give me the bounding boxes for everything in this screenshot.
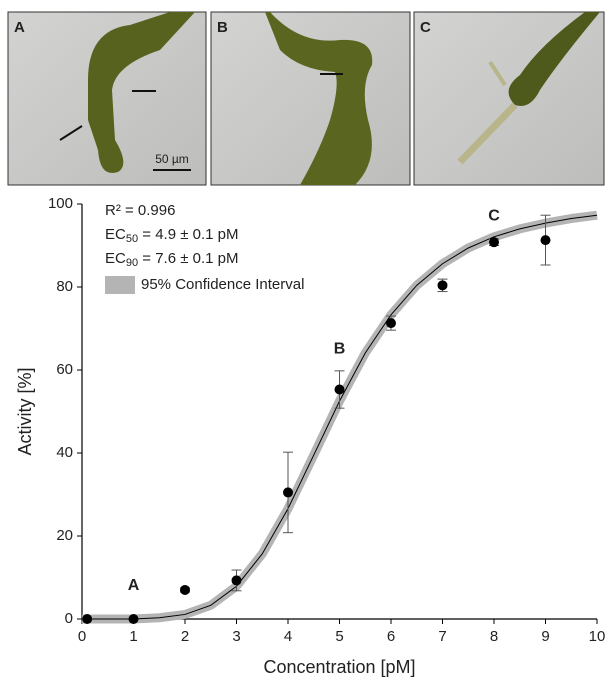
y-tick-label: 100 [48, 195, 73, 212]
stat-rest: = 7.6 ± 0.1 pM [138, 250, 238, 267]
stat-subscript: 90 [126, 257, 138, 269]
data-point [180, 584, 190, 595]
stat-prefix: EC [105, 226, 126, 243]
panel-label: C [420, 19, 431, 36]
x-tick-label: 3 [232, 628, 240, 645]
panel-label: B [217, 19, 228, 36]
annotation: B [334, 340, 346, 357]
legend-label: 95% Confidence Interval [141, 276, 304, 293]
y-tick-label: 80 [56, 278, 73, 295]
stat-text: EC90 = 7.6 ± 0.1 pM [105, 250, 238, 269]
stat-prefix: EC [105, 250, 126, 267]
chart: 0 20 40 60 80 100 0 1 2 3 4 5 6 7 8 9 10 Concentration [p… [15, 195, 606, 677]
stat-subscript: 50 [126, 233, 138, 245]
y-tick-label: 0 [65, 610, 73, 627]
y-tick-label: 40 [56, 444, 73, 461]
data-point [128, 614, 139, 624]
x-tick-label: 9 [541, 628, 549, 645]
legend-swatch [105, 276, 135, 294]
data-point [334, 384, 345, 395]
x-tick-label: 7 [438, 628, 446, 645]
y-axis-label: Activity [%] [15, 367, 35, 455]
data-point [82, 614, 93, 624]
x-axis-label: Concentration [pM] [263, 657, 415, 677]
y-tick-label: 60 [56, 361, 73, 378]
x-tick-label: 4 [284, 628, 292, 645]
stat-rest: = 4.9 ± 0.1 pM [138, 226, 238, 243]
x-tick-label: 2 [181, 628, 189, 645]
data-point [540, 235, 551, 246]
stat-text: R² = 0.996 [105, 202, 175, 219]
photo-b: B [210, 11, 411, 186]
data-point [489, 237, 499, 248]
photo-c: C [413, 11, 605, 186]
stat-text: EC50 = 4.9 ± 0.1 pM [105, 226, 238, 245]
data-point [231, 575, 242, 586]
data-point [386, 318, 396, 329]
y-tick-label: 20 [56, 527, 73, 544]
data-point [437, 280, 448, 291]
x-tick-label: 10 [589, 628, 606, 645]
x-tick-label: 5 [335, 628, 343, 645]
x-tick-label: 6 [387, 628, 395, 645]
photo-a: 50 µm A [7, 11, 207, 186]
annotation: A [128, 577, 140, 594]
data-point [283, 487, 293, 498]
annotation: C [488, 208, 500, 225]
x-tick-label: 1 [129, 628, 137, 645]
scale-bar-label: 50 µm [155, 152, 189, 166]
x-tick-label: 0 [78, 628, 86, 645]
x-tick-label: 8 [490, 628, 498, 645]
panel-label: A [14, 19, 25, 36]
